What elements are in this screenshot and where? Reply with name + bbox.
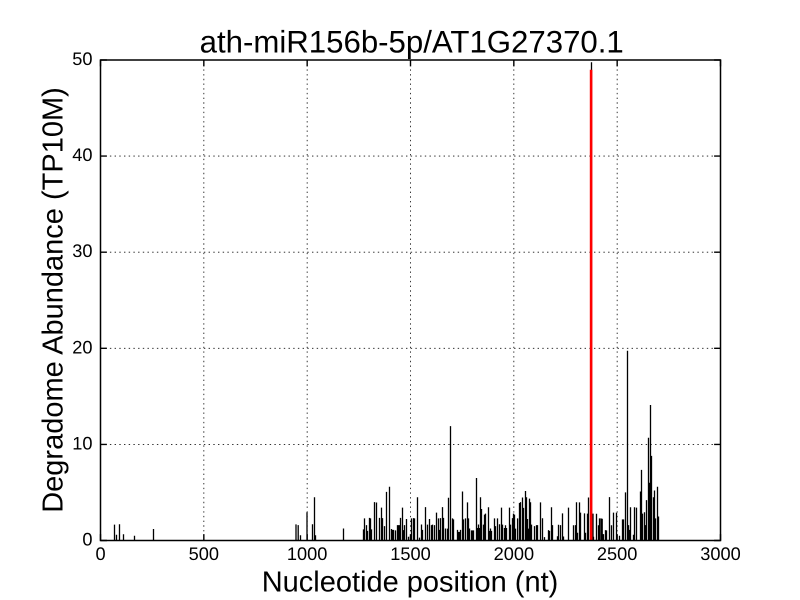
svg-text:50: 50: [72, 49, 92, 69]
svg-text:3000: 3000: [700, 544, 740, 564]
svg-text:1000: 1000: [287, 544, 327, 564]
svg-text:500: 500: [189, 544, 219, 564]
svg-text:10: 10: [72, 433, 92, 453]
svg-text:20: 20: [72, 337, 92, 357]
svg-text:0: 0: [82, 530, 92, 550]
svg-text:Degradome Abundance (TP10M): Degradome Abundance (TP10M): [38, 87, 70, 513]
svg-text:30: 30: [72, 241, 92, 261]
svg-text:Nucleotide position (nt): Nucleotide position (nt): [262, 566, 559, 598]
svg-text:2000: 2000: [494, 544, 534, 564]
svg-text:ath-miR156b-5p/AT1G27370.1: ath-miR156b-5p/AT1G27370.1: [200, 25, 624, 60]
svg-text:40: 40: [72, 145, 92, 165]
svg-text:0: 0: [95, 544, 105, 564]
svg-text:2500: 2500: [597, 544, 637, 564]
svg-text:1500: 1500: [390, 544, 430, 564]
